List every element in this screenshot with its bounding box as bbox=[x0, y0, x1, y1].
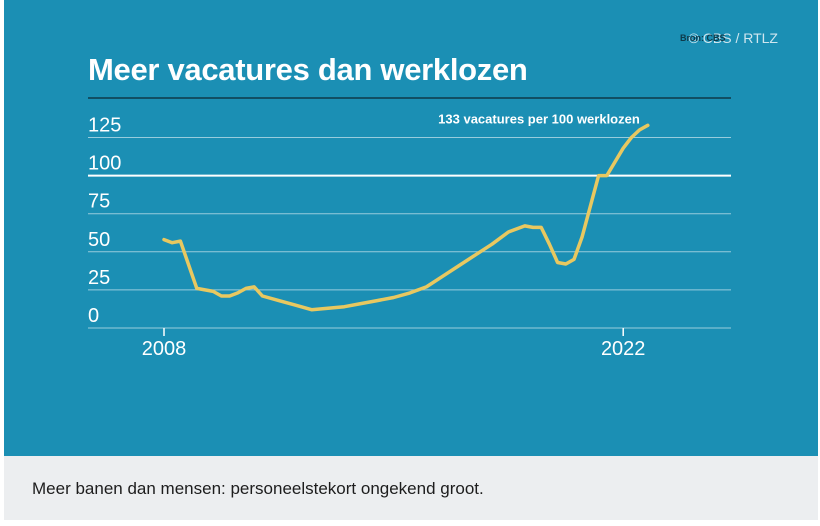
gridlines bbox=[88, 137, 731, 329]
y-tick-labels: 0 25 50 75 100 125 bbox=[88, 115, 121, 328]
caption-bar: Meer banen dan mensen: personeelstekort … bbox=[4, 456, 818, 520]
y-tick-label: 75 bbox=[88, 191, 110, 213]
peak-annotation: 133 vacatures per 100 werklozen bbox=[438, 111, 640, 126]
x-tick-label: 2022 bbox=[601, 338, 646, 360]
y-tick-label: 25 bbox=[88, 267, 110, 289]
y-tick-label: 125 bbox=[88, 115, 121, 137]
caption-text: Meer banen dan mensen: personeelstekort … bbox=[32, 479, 484, 498]
y-tick-label: 0 bbox=[88, 305, 99, 327]
y-tick-label: 100 bbox=[88, 153, 121, 175]
credit-text: © CBS / RTLZ bbox=[688, 30, 778, 46]
chart-figure: © CBS / RTLZ Bron: CBS Meer vacatures da… bbox=[4, 0, 818, 456]
x-tick-labels: 2008 2022 bbox=[142, 328, 646, 360]
chart-title: Meer vacatures dan werklozen bbox=[88, 52, 528, 87]
series-layer bbox=[162, 123, 650, 312]
series-line bbox=[162, 123, 650, 312]
line-chart: 0 25 50 75 100 125 2008 2022 133 vacatures per… bbox=[88, 97, 731, 360]
source-text: Bron: CBS bbox=[680, 33, 726, 43]
y-tick-label: 50 bbox=[88, 229, 110, 251]
x-tick-label: 2008 bbox=[142, 338, 187, 360]
